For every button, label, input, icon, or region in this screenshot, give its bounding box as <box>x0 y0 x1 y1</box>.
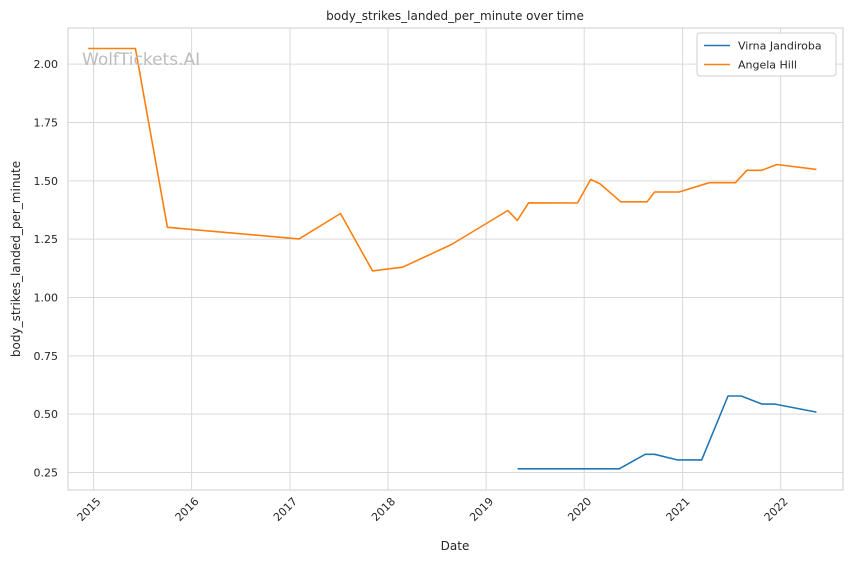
y-tick-label: 1.50 <box>34 175 59 188</box>
x-tick-label: 2015 <box>75 495 104 524</box>
legend-label-angela-hill: Angela Hill <box>738 59 797 72</box>
y-tick-label: 2.00 <box>34 58 59 71</box>
x-tick-label: 2020 <box>565 495 594 524</box>
y-tick-label: 1.75 <box>34 117 59 130</box>
series-line-angela-hill <box>88 47 817 272</box>
y-axis-label: body_strikes_landed_per_minute <box>9 161 23 357</box>
y-tick-label: 1.00 <box>34 292 59 305</box>
x-tick-label: 2021 <box>664 495 693 524</box>
y-tick-label: 1.25 <box>34 233 59 246</box>
chart-title: body_strikes_landed_per_minute over time <box>326 9 584 23</box>
x-tick-label: 2017 <box>271 495 300 524</box>
series-line-virna-jandiroba <box>517 395 817 470</box>
y-tick-label: 0.50 <box>34 408 59 421</box>
x-axis-label: Date <box>441 539 470 553</box>
x-tick-label: 2018 <box>369 495 398 524</box>
x-tick-label: 2016 <box>173 495 202 524</box>
x-tick-label: 2019 <box>467 495 496 524</box>
x-tick-label: 2022 <box>762 495 791 524</box>
y-tick-label: 0.25 <box>34 467 59 480</box>
legend: Virna Jandiroba Angela Hill <box>696 32 837 77</box>
x-axis-ticks: 2015 2016 2017 2018 2019 2020 2021 2022 <box>75 495 791 524</box>
watermark: WolfTickets.AI <box>82 50 200 70</box>
legend-label-virna-jandiroba: Virna Jandiroba <box>738 40 822 53</box>
series-lines <box>88 47 817 470</box>
grid <box>68 28 843 490</box>
y-axis-ticks: 0.25 0.50 0.75 1.00 1.25 1.50 1.75 2.00 <box>34 58 59 479</box>
legend-box <box>696 32 837 77</box>
y-tick-label: 0.75 <box>34 350 59 363</box>
plot-area <box>67 27 844 491</box>
